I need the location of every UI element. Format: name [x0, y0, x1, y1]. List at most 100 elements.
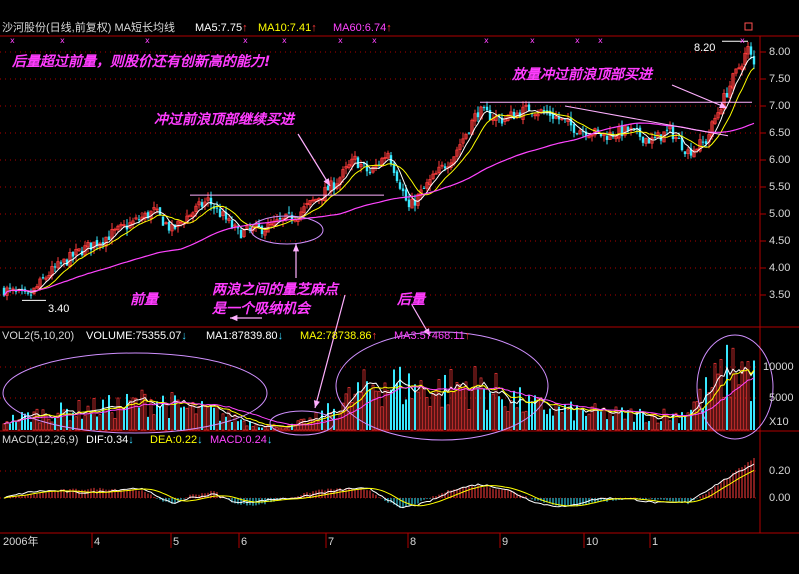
volume-bar	[590, 406, 594, 431]
volume-bar	[347, 387, 351, 431]
volume-bar	[498, 396, 500, 430]
month-label: 6	[241, 536, 248, 548]
volume-bar	[126, 393, 128, 430]
volume-bar	[197, 405, 201, 431]
arrow-volume-breakout	[671, 84, 728, 109]
volume-bar	[528, 395, 530, 430]
candle-body	[224, 212, 228, 220]
volume-bar	[543, 409, 545, 430]
candle-body	[41, 277, 45, 279]
volume-tick: 5000	[769, 392, 794, 404]
volume-bar	[50, 421, 54, 431]
volume-bar	[284, 427, 288, 431]
month-label: 2006年	[3, 536, 39, 548]
candle-body	[485, 106, 489, 111]
price-tick: 4.50	[769, 235, 791, 247]
volume-bar	[702, 408, 704, 430]
candle-body	[26, 292, 30, 294]
macd-tick: 0.20	[769, 465, 791, 477]
event-marker: x	[530, 36, 535, 45]
candle-body	[524, 104, 528, 107]
volume-bar	[5, 421, 9, 431]
volume-bar	[578, 408, 582, 431]
volume-bar	[408, 373, 410, 430]
candle-body	[14, 290, 18, 292]
candle-body	[599, 133, 603, 137]
volume-bar	[458, 384, 462, 431]
candle-body	[371, 167, 375, 173]
candle-body	[392, 163, 396, 173]
volume-bar	[597, 411, 599, 430]
candle-body	[350, 158, 354, 167]
candle-body	[455, 149, 459, 157]
volume-bar	[642, 411, 644, 430]
event-marker: x	[10, 36, 15, 45]
macd-title: MACD(12,26,9)	[2, 434, 79, 446]
candlesticks	[2, 42, 756, 301]
candle-body	[143, 212, 147, 220]
candle-body	[191, 212, 195, 218]
volume-bar	[81, 418, 83, 430]
volume-bar	[743, 367, 747, 431]
candle-body	[362, 163, 366, 165]
candle-body	[359, 164, 363, 168]
volume-bar	[734, 373, 738, 431]
volume-bar	[383, 382, 387, 431]
candle-body	[569, 117, 573, 126]
volume-bar	[546, 414, 548, 430]
candle-body	[749, 46, 753, 55]
candle-body	[536, 113, 540, 117]
candle-body	[434, 172, 438, 175]
volume-bar	[176, 399, 180, 431]
candle-body	[71, 251, 75, 257]
volume-bar	[30, 421, 32, 430]
volume-bar	[746, 361, 750, 431]
price-tick: 3.50	[769, 289, 791, 301]
event-marker: x	[282, 36, 287, 45]
volume-bar	[501, 399, 503, 430]
candle-body	[410, 198, 414, 209]
volume-bar	[380, 406, 384, 431]
volume-bar	[662, 408, 666, 431]
volume-bar	[707, 392, 711, 431]
candle-body	[386, 152, 390, 159]
volume-bar	[396, 383, 398, 430]
event-marker: x	[740, 36, 745, 45]
macd-legend: MACD:0.24↓	[210, 434, 273, 446]
candle-body	[221, 211, 225, 217]
volume-bar	[684, 415, 686, 430]
volume-bar	[72, 412, 74, 430]
candle-body	[158, 207, 162, 215]
candle-body	[152, 207, 156, 210]
candle-body	[572, 124, 576, 133]
volume-bar	[431, 393, 435, 431]
candle-body	[725, 93, 729, 98]
candle-body	[302, 206, 306, 213]
volume-bar	[509, 400, 513, 431]
volume-bar	[249, 421, 251, 430]
volume-bar	[254, 424, 258, 431]
volume-bar	[678, 423, 680, 430]
volume-bar	[98, 414, 102, 431]
candle-body	[659, 134, 663, 141]
candle-body	[290, 214, 294, 221]
month-label: 10	[586, 536, 599, 548]
volume-bar	[750, 401, 752, 430]
candle-body	[65, 259, 69, 266]
annotation-volume-rule: 后量超过前量，则股价还有创新高的能力!	[12, 54, 271, 70]
candle-body	[35, 286, 39, 289]
volume-bar	[338, 412, 342, 431]
volume-bar	[357, 382, 359, 430]
volume-bar	[606, 419, 608, 430]
candle-body	[644, 138, 648, 144]
candle-body	[590, 134, 594, 137]
candle-body	[542, 110, 546, 113]
volume-bar	[686, 412, 690, 431]
volume-bar	[416, 391, 420, 431]
candle-body	[218, 208, 222, 217]
candle-body	[56, 261, 60, 269]
volume-ma20-line	[3, 377, 755, 426]
volume-bar	[585, 415, 587, 430]
volume-bar	[77, 400, 81, 431]
